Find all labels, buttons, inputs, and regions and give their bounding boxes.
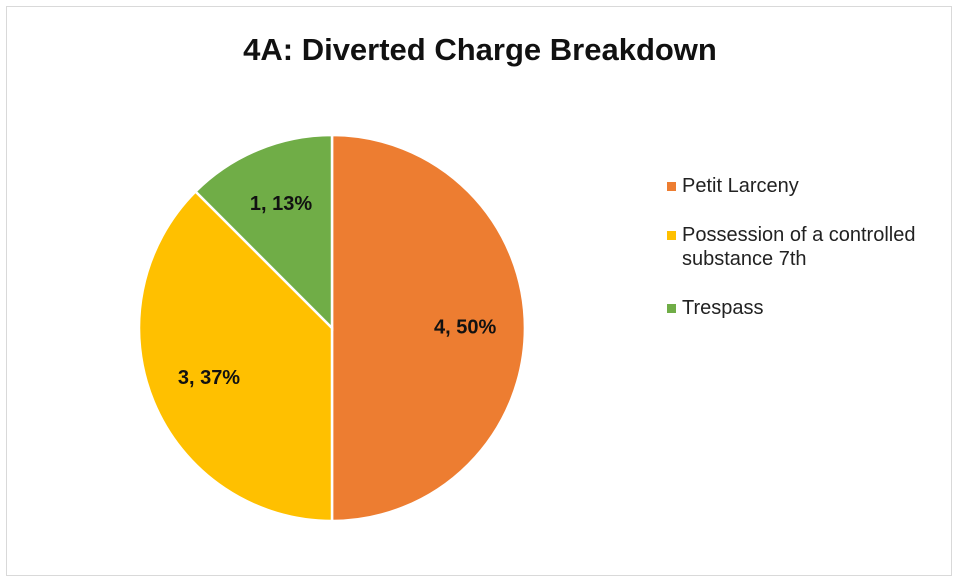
legend-swatch [667, 231, 676, 240]
data-label: 1, 13% [250, 193, 312, 215]
legend: Petit Larceny Possession of a controlled … [667, 174, 937, 320]
legend-label: Possession of a controlled substance 7th [682, 224, 916, 270]
legend-item: Petit Larceny [667, 174, 937, 198]
legend-item: Trespass [667, 296, 937, 320]
chart-border [6, 6, 952, 576]
chart-title: 4A: Diverted Charge Breakdown [243, 32, 717, 67]
legend-swatch [667, 304, 676, 313]
data-label: 3, 37% [178, 367, 240, 389]
legend-label: Trespass [682, 297, 764, 319]
pie-slice [193, 133, 334, 332]
legend-item: Possession of a controlled substance 7th [667, 223, 937, 271]
legend-swatch [667, 182, 676, 191]
legend-label: Petit Larceny [682, 175, 799, 197]
pie-slice [330, 133, 527, 523]
data-label: 4, 50% [434, 316, 496, 338]
pie-slice [137, 189, 334, 523]
